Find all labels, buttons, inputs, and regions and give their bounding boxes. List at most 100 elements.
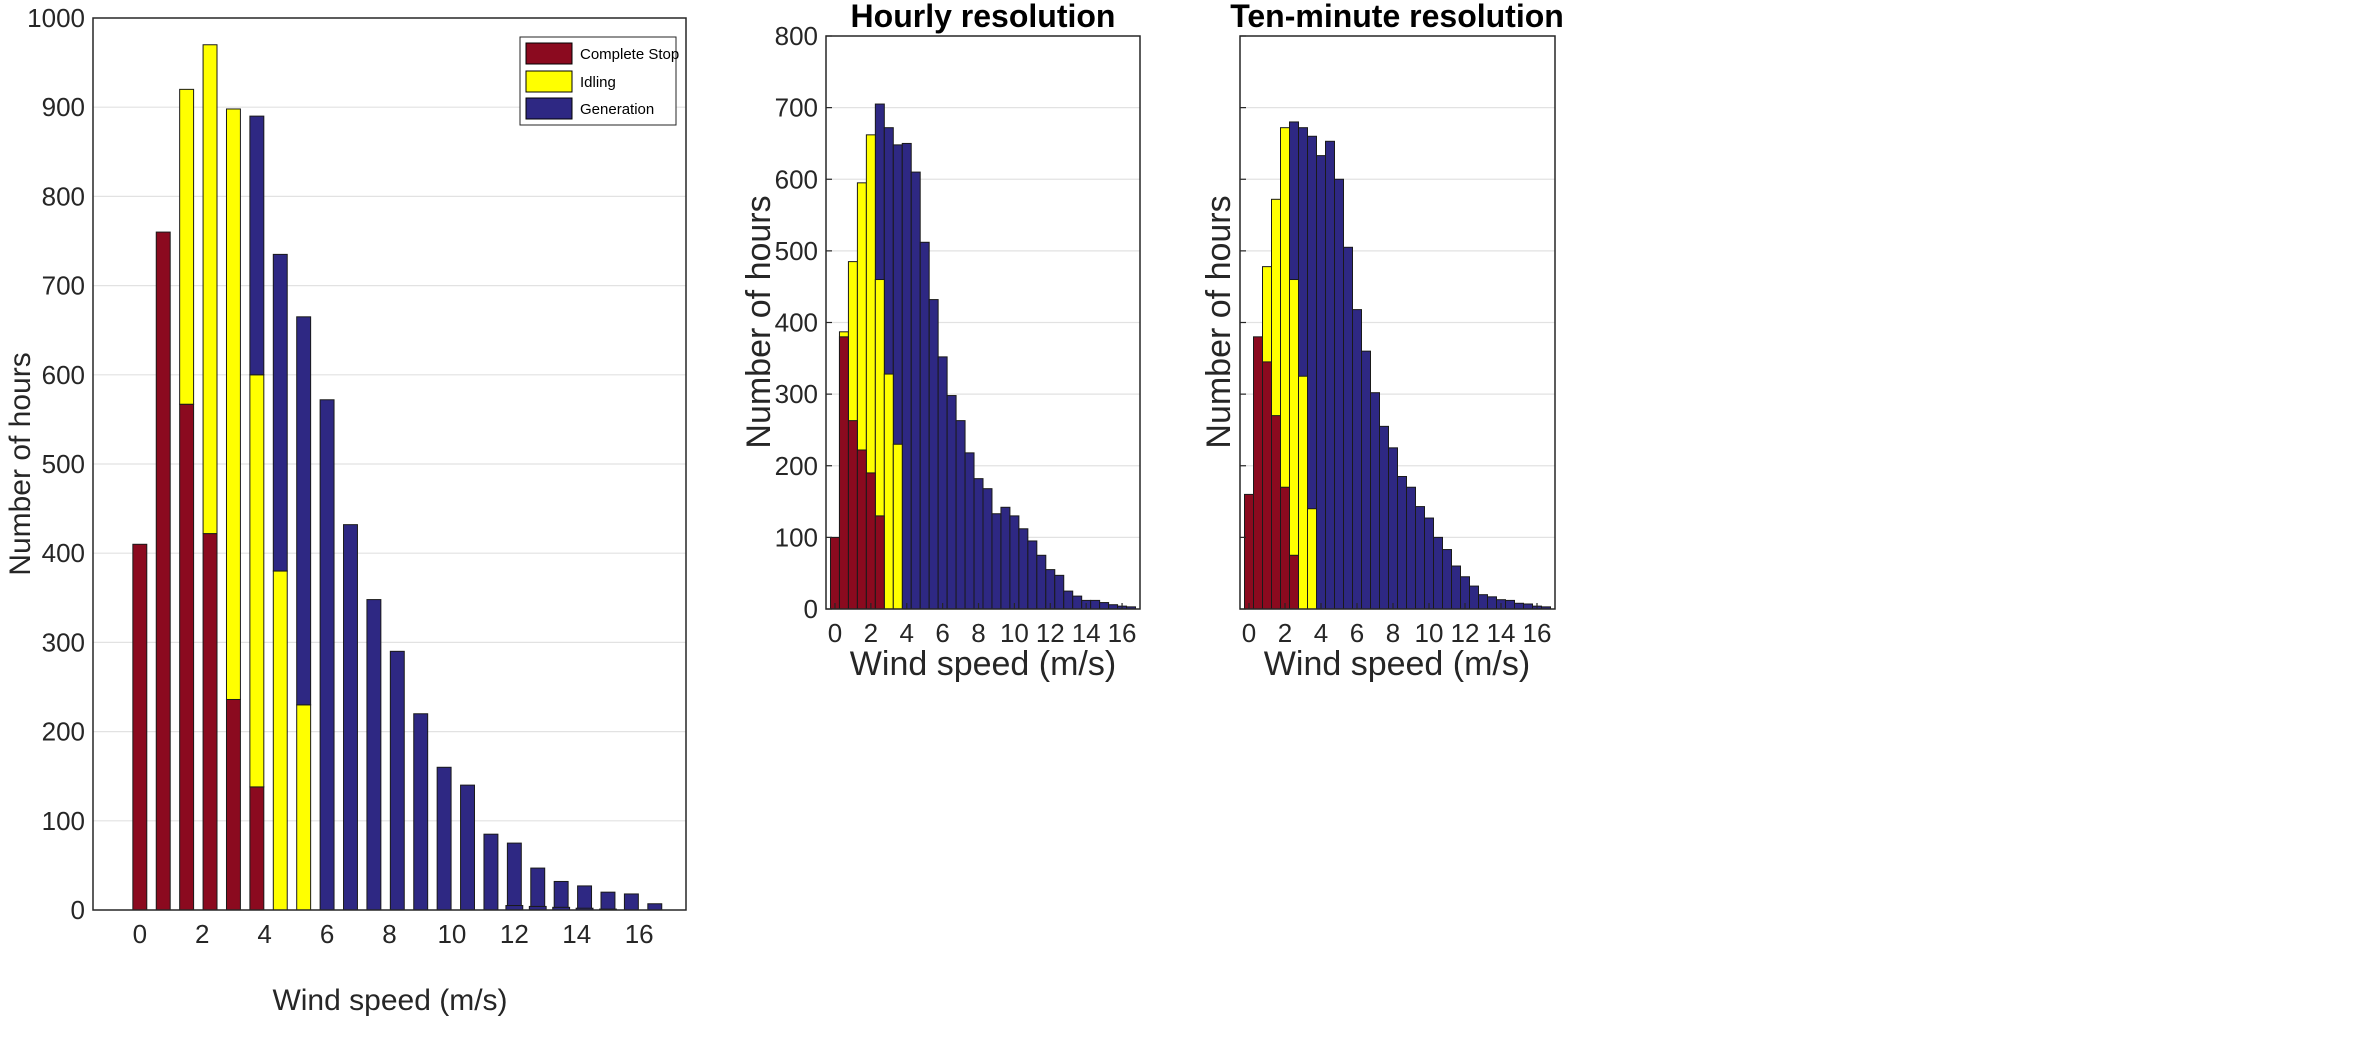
y-tick-label: 100 [775,522,818,552]
bar-complete-stop [829,536,840,610]
x-axis-label: Wind speed (m/s) [272,984,507,1017]
x-tick-label: 14 [562,919,591,949]
bar-generation [1027,540,1038,610]
bar-generation [389,650,405,911]
y-tick-label: 900 [42,92,85,122]
bar-generation [1009,515,1020,610]
y-tick-label: 200 [775,451,818,481]
bar-generation [1415,506,1425,610]
y-tick-label: 300 [775,379,818,409]
x-tick-label: 2 [195,919,209,949]
bar-idling [1307,508,1317,610]
legend-swatch-complete-stop [525,42,573,65]
bar-generation [910,171,921,610]
bar-generation [1514,602,1524,610]
bar-generation [955,420,966,610]
bar-generation [319,399,335,911]
bar-idling [296,704,312,911]
ticks: 0 2 4 6 8 10 12 14 16 0 100 200 300 400 500 600 700 800 90… [27,3,653,949]
y-tick-label: 0 [804,594,818,624]
bar-generation [991,513,1002,610]
bar-complete-stop [1280,486,1290,610]
x-tick-label: 12 [500,919,529,949]
legend-swatch-idling [525,70,573,93]
bar-generation [973,478,984,610]
bar-generation [1361,350,1371,610]
bar-generation [1000,506,1011,610]
bar-idling [179,88,195,405]
bar-generation [928,299,939,610]
bar-generation [460,784,475,911]
y-tick-label: 800 [775,21,818,51]
bar-generation [919,241,930,610]
bar-complete-stop [856,449,867,610]
bar-complete-stop [132,543,148,911]
x-tick-label: 14 [1072,618,1101,648]
y-axis-label: Number of hours [4,352,37,575]
bar-idling [225,108,241,700]
bar-generation [1099,602,1110,610]
x-tick-label: 8 [971,618,985,648]
bar-generation [1334,178,1344,610]
bar-generation [1406,486,1416,610]
x-tick-label: 10 [1000,618,1029,648]
bar-complete-stop [225,698,241,911]
bar-complete-stop [874,515,885,610]
bar-generation [296,316,312,706]
bar-complete-stop [1262,361,1272,610]
bar-generation [1036,554,1047,610]
y-tick-label: 700 [42,271,85,301]
bar-complete-stop [847,420,858,610]
y-tick-label: 400 [42,538,85,568]
y-axis-label: Number of hours [740,195,778,448]
legend-label-complete-stop: Complete Stop [580,46,679,63]
y-tick-label: 800 [42,181,85,211]
x-tick-label: 16 [625,919,654,949]
bar-generation [272,253,288,572]
legend-label-generation: Generation [580,101,654,118]
bar-idling [892,443,903,610]
bar-complete-stop [865,472,876,610]
chart-hourly-resolution: Hourly resolution 0 2 4 6 8 10 12 14 16010020030… [740,0,1141,683]
bar-generation [1505,599,1515,610]
bar-generation [982,488,993,610]
bar-generation [946,395,957,610]
bar-complete-stop [1244,493,1254,610]
y-tick-label: 100 [42,806,85,836]
bar-idling [202,44,218,535]
bar-generation [1072,595,1083,610]
ticks: 0 2 4 6 8 10 12 14 16 [1240,35,1552,648]
x-tick-label: 0 [133,919,147,949]
bar-idling [249,374,265,788]
bar-generation [1090,599,1101,610]
bars [1244,121,1551,610]
bar-complete-stop [249,786,265,911]
bar-generation [1433,536,1443,610]
bar-generation [1018,528,1029,610]
bar-generation [553,880,569,911]
bar-generation [1451,565,1461,610]
chart-stacked-bars: 0 2 4 6 8 10 12 14 16 0 100 200 300 400 500 600 700 800 90… [4,3,687,1017]
y-tick-label: 400 [775,308,818,338]
x-tick-label: 16 [1523,618,1552,648]
bar-generation [1523,603,1533,610]
bar-complete-stop [202,533,218,911]
bar-complete-stop [1289,554,1299,610]
x-tick-label: 2 [1278,618,1292,648]
x-tick-label: 0 [1242,618,1256,648]
x-tick-label: 12 [1451,618,1480,648]
bar-idling [1298,375,1308,610]
bar-generation [1478,594,1488,610]
bar-generation [1442,549,1452,610]
chart-title: Hourly resolution [851,0,1116,34]
bar-idling [883,373,894,610]
bar-generation [506,842,522,911]
bar-generation [343,524,358,911]
legend-label-idling: Idling [580,74,616,91]
x-axis-label: Wind speed (m/s) [850,645,1116,683]
legend-swatch-generation [525,97,573,120]
x-tick-label: 0 [828,618,842,648]
bar-generation [1063,590,1074,610]
bar-generation [623,893,639,911]
